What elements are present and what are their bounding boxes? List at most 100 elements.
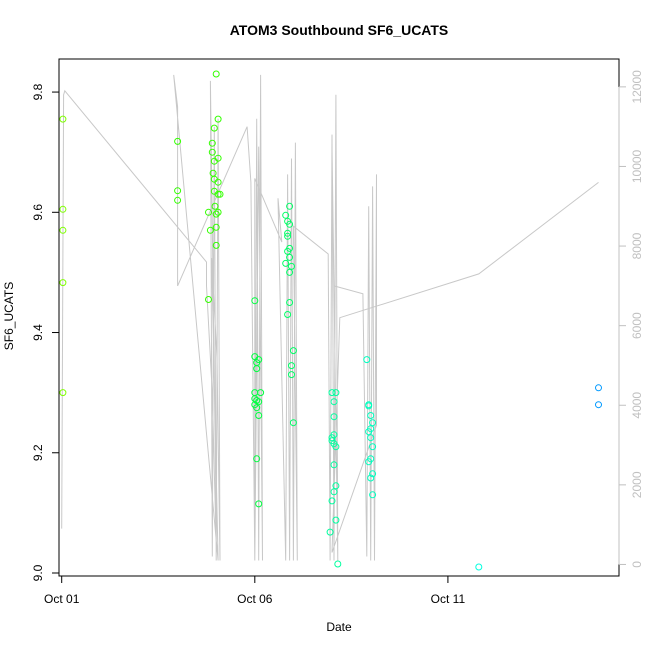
- data-point: [59, 226, 67, 234]
- data-point: [334, 560, 342, 568]
- data-point: [253, 455, 261, 463]
- x-axis: Oct 01 Oct 06 Oct 11: [44, 575, 466, 606]
- data-point: [332, 516, 340, 524]
- data-point: [369, 443, 377, 451]
- data-point: [365, 428, 373, 436]
- data-point: [174, 137, 182, 145]
- data-point: [255, 356, 263, 364]
- data-point: [59, 279, 67, 287]
- data-point: [212, 223, 220, 231]
- data-point: [214, 208, 222, 216]
- y-tick-label: 9.6: [31, 204, 45, 221]
- data-point: [330, 461, 338, 469]
- data-point: [363, 356, 371, 364]
- line-series-layer: [61, 74, 599, 561]
- data-point: [253, 365, 261, 373]
- data-point: [332, 389, 340, 397]
- data-point: [214, 178, 222, 186]
- data-point: [286, 299, 294, 306]
- data-point: [367, 474, 375, 482]
- y2-tick-label: 4000: [630, 392, 644, 419]
- data-point: [286, 268, 294, 276]
- data-point: [330, 398, 338, 406]
- data-point: [212, 241, 220, 249]
- y2-tick-label: 0: [630, 561, 644, 568]
- y-tick-label: 9.2: [31, 444, 45, 461]
- y2-tick-label: 6000: [630, 312, 644, 339]
- data-point: [288, 362, 295, 370]
- y-axis-left: 9.0 9.2 9.4 9.6 9.8: [31, 83, 60, 581]
- data-point: [59, 205, 67, 213]
- y2-tick-label: 8000: [630, 232, 644, 259]
- data-point: [282, 211, 290, 219]
- data-point: [208, 148, 216, 156]
- data-point: [369, 419, 377, 427]
- data-point: [332, 443, 340, 451]
- data-point: [212, 70, 220, 78]
- data-point: [216, 190, 224, 198]
- data-point: [211, 202, 219, 210]
- y2-tick-label: 12000: [630, 70, 644, 104]
- data-point: [365, 402, 373, 410]
- y-axis-label: SF6_UCATS: [2, 282, 16, 350]
- data-point: [369, 470, 377, 478]
- data-point: [59, 389, 67, 397]
- data-point: [326, 528, 334, 536]
- data-point: [284, 311, 292, 318]
- data-point: [210, 124, 218, 132]
- data-point: [251, 297, 259, 305]
- chart-title: ATOM3 Southbound SF6_UCATS: [230, 22, 449, 38]
- data-point: [174, 196, 182, 204]
- data-point: [328, 389, 336, 397]
- data-point: [205, 208, 212, 216]
- data-point: [255, 500, 263, 508]
- data-point: [330, 413, 338, 421]
- data-point: [253, 397, 261, 404]
- data-point: [332, 482, 340, 490]
- data-point: [286, 202, 294, 210]
- data-point: [284, 229, 292, 237]
- y-tick-label: 9.8: [31, 83, 45, 100]
- data-point: [59, 115, 67, 123]
- data-point: [286, 220, 294, 228]
- data-point: [286, 253, 294, 261]
- data-point: [288, 262, 295, 270]
- data-point: [212, 210, 220, 218]
- data-point: [595, 401, 602, 409]
- data-point: [209, 169, 217, 177]
- data-point: [255, 412, 263, 419]
- y2-tick-label: 2000: [630, 471, 644, 498]
- x-tick-label: Oct 01: [44, 592, 80, 606]
- data-point: [174, 187, 182, 195]
- data-point: [282, 259, 290, 267]
- data-point: [206, 226, 214, 234]
- y-axis-right: 0 2000 4000 6000 8000 10000 12000: [618, 70, 644, 568]
- y2-tick-label: 10000: [630, 149, 644, 183]
- data-point: [205, 296, 212, 303]
- line-series: [61, 74, 599, 561]
- data-point: [328, 497, 336, 505]
- data-point: [367, 434, 375, 442]
- x-tick-label: Oct 06: [237, 592, 273, 606]
- data-point: [330, 488, 338, 496]
- data-point: [208, 139, 216, 147]
- data-point: [289, 419, 297, 427]
- x-axis-label: Date: [326, 620, 352, 634]
- data-point: [214, 115, 222, 123]
- data-point: [289, 347, 297, 355]
- data-point: [284, 232, 292, 240]
- y-tick-label: 9.4: [31, 324, 45, 341]
- data-point: [475, 563, 483, 571]
- data-point: [365, 458, 373, 466]
- y-tick-label: 9.0: [31, 564, 45, 581]
- points-layer: [59, 70, 602, 571]
- data-point: [257, 389, 265, 397]
- data-point: [288, 371, 295, 379]
- x-tick-label: Oct 11: [431, 592, 466, 606]
- data-point: [367, 412, 375, 419]
- data-point: [214, 154, 222, 162]
- data-point: [328, 434, 336, 442]
